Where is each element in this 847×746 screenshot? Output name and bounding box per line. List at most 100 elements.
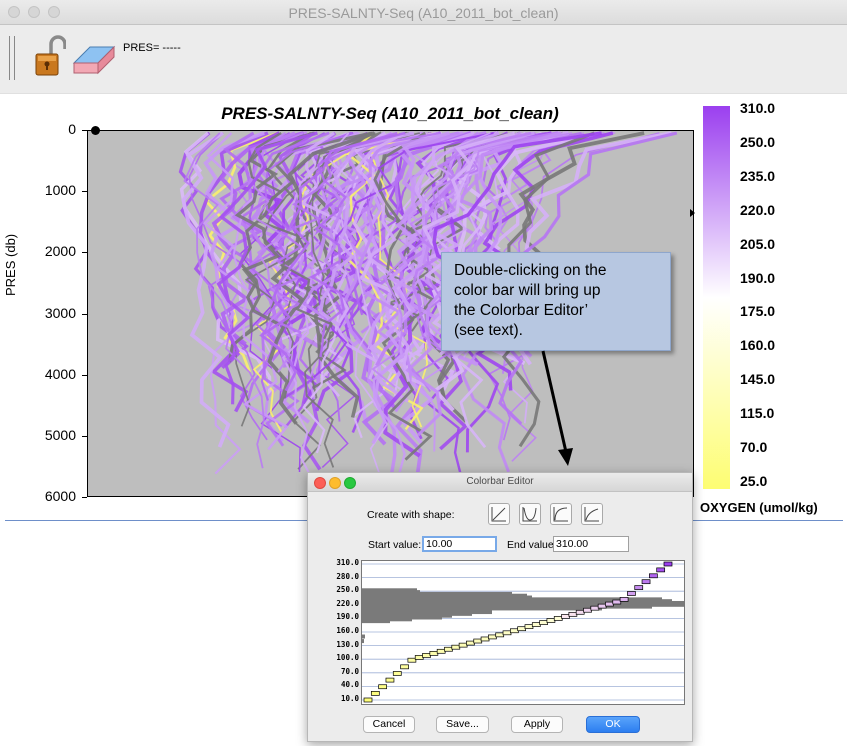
profile-plot-area[interactable] xyxy=(87,130,694,497)
y-tick-label: 2000 xyxy=(44,243,76,260)
profile-line xyxy=(234,132,406,427)
color-node[interactable] xyxy=(363,697,373,703)
toolbar-grip[interactable] xyxy=(9,36,15,80)
color-node[interactable] xyxy=(590,605,600,611)
color-node[interactable] xyxy=(414,655,424,660)
close-window-button[interactable] xyxy=(8,6,20,18)
color-node[interactable] xyxy=(553,616,563,621)
log-shape-button[interactable] xyxy=(550,503,572,525)
colorbar-pointer-icon xyxy=(690,209,695,217)
color-node[interactable] xyxy=(473,638,483,644)
ok-button[interactable]: OK xyxy=(586,716,640,733)
editor-zoom-button[interactable] xyxy=(344,477,356,489)
editor-axis-label: 250.0 xyxy=(336,585,359,595)
y-tick-label: 1000 xyxy=(44,182,76,199)
editor-chart-canvas xyxy=(362,561,684,703)
y-tick-label: 4000 xyxy=(44,365,76,382)
profile-line xyxy=(318,131,415,328)
shape-label: Create with shape: xyxy=(367,509,455,521)
exp-shape-button[interactable] xyxy=(581,503,603,525)
colorbar-tick-label: 190.0 xyxy=(740,269,776,286)
color-node[interactable] xyxy=(495,632,505,638)
color-node[interactable] xyxy=(502,630,512,636)
color-node[interactable] xyxy=(641,579,651,585)
color-node[interactable] xyxy=(407,657,417,663)
profile-line xyxy=(228,131,373,363)
bowl-shape-icon xyxy=(522,507,537,522)
color-node[interactable] xyxy=(429,650,439,656)
y-tick-label: 3000 xyxy=(44,304,76,321)
linear-shape-button[interactable] xyxy=(488,503,510,525)
color-node[interactable] xyxy=(451,644,461,650)
log-shape-icon xyxy=(553,507,568,522)
color-node[interactable] xyxy=(649,573,658,579)
histogram-bar xyxy=(362,634,365,639)
editor-axis-label: 310.0 xyxy=(336,558,359,567)
editor-minimize-button[interactable] xyxy=(329,477,341,489)
padlock-open-icon[interactable] xyxy=(34,35,66,77)
y-tick xyxy=(82,191,87,193)
start-value-input[interactable] xyxy=(422,536,497,552)
color-node[interactable] xyxy=(546,618,556,623)
colorbar-tick-label: 175.0 xyxy=(740,303,776,320)
color-node[interactable] xyxy=(400,664,409,670)
color-node[interactable] xyxy=(531,622,541,627)
colorbar-tick-label: 220.0 xyxy=(740,201,776,218)
editor-axis-label: 100.0 xyxy=(336,653,359,663)
minimize-window-button[interactable] xyxy=(28,6,40,18)
save-button[interactable]: Save... xyxy=(436,716,489,733)
color-node[interactable] xyxy=(378,684,387,690)
main-window: PRES-SALNTY-Seq (A10_2011_bot_clean) PRE… xyxy=(0,0,847,515)
color-node[interactable] xyxy=(385,677,395,683)
color-node[interactable] xyxy=(663,561,673,567)
color-node[interactable] xyxy=(480,636,490,642)
apply-button[interactable]: Apply xyxy=(511,716,563,733)
profile-line xyxy=(421,131,516,356)
colorbar[interactable] xyxy=(703,106,730,489)
y-tick-label: 0 xyxy=(68,121,76,137)
color-node[interactable] xyxy=(575,609,585,615)
cancel-button[interactable]: Cancel xyxy=(363,716,415,733)
color-node[interactable] xyxy=(524,624,534,630)
color-node[interactable] xyxy=(634,585,644,590)
profile-line xyxy=(355,131,413,413)
color-node[interactable] xyxy=(509,628,519,634)
plot-title: PRES-SALNTY-Seq (A10_2011_bot_clean) xyxy=(221,104,559,123)
color-node[interactable] xyxy=(370,691,380,696)
color-node[interactable] xyxy=(539,620,548,625)
profile-line xyxy=(411,131,532,348)
editor-close-button[interactable] xyxy=(314,477,326,489)
colorbar-editor-chart[interactable] xyxy=(361,560,685,705)
color-node[interactable] xyxy=(656,567,666,573)
color-node[interactable] xyxy=(422,653,431,658)
end-value-input[interactable] xyxy=(553,536,629,552)
profile-line xyxy=(211,131,305,346)
bowl-shape-button[interactable] xyxy=(519,503,541,525)
color-node[interactable] xyxy=(517,626,527,632)
editor-axis-label: 10.0 xyxy=(340,694,359,703)
editor-axis-label: 190.0 xyxy=(336,612,359,622)
color-node[interactable] xyxy=(568,611,578,617)
profile-line xyxy=(247,132,333,340)
color-node[interactable] xyxy=(597,603,607,609)
histogram-bar xyxy=(362,619,390,624)
color-node[interactable] xyxy=(444,646,453,652)
zoom-window-button[interactable] xyxy=(48,6,60,18)
eraser-icon[interactable] xyxy=(72,39,116,75)
profile-line xyxy=(234,131,316,327)
color-node[interactable] xyxy=(605,601,614,607)
color-node[interactable] xyxy=(466,640,475,646)
color-node[interactable] xyxy=(488,634,497,640)
window-title: PRES-SALNTY-Seq (A10_2011_bot_clean) xyxy=(288,5,559,21)
color-node[interactable] xyxy=(392,671,402,676)
color-node[interactable] xyxy=(627,591,636,596)
y-tick xyxy=(82,252,87,254)
color-node[interactable] xyxy=(561,614,570,619)
pressure-readout: PRES= ----- xyxy=(123,42,181,54)
color-node[interactable] xyxy=(436,648,446,654)
color-node[interactable] xyxy=(458,642,468,648)
profile-line xyxy=(216,131,318,370)
color-node[interactable] xyxy=(619,597,629,602)
color-node[interactable] xyxy=(583,607,592,613)
color-node[interactable] xyxy=(612,599,622,605)
